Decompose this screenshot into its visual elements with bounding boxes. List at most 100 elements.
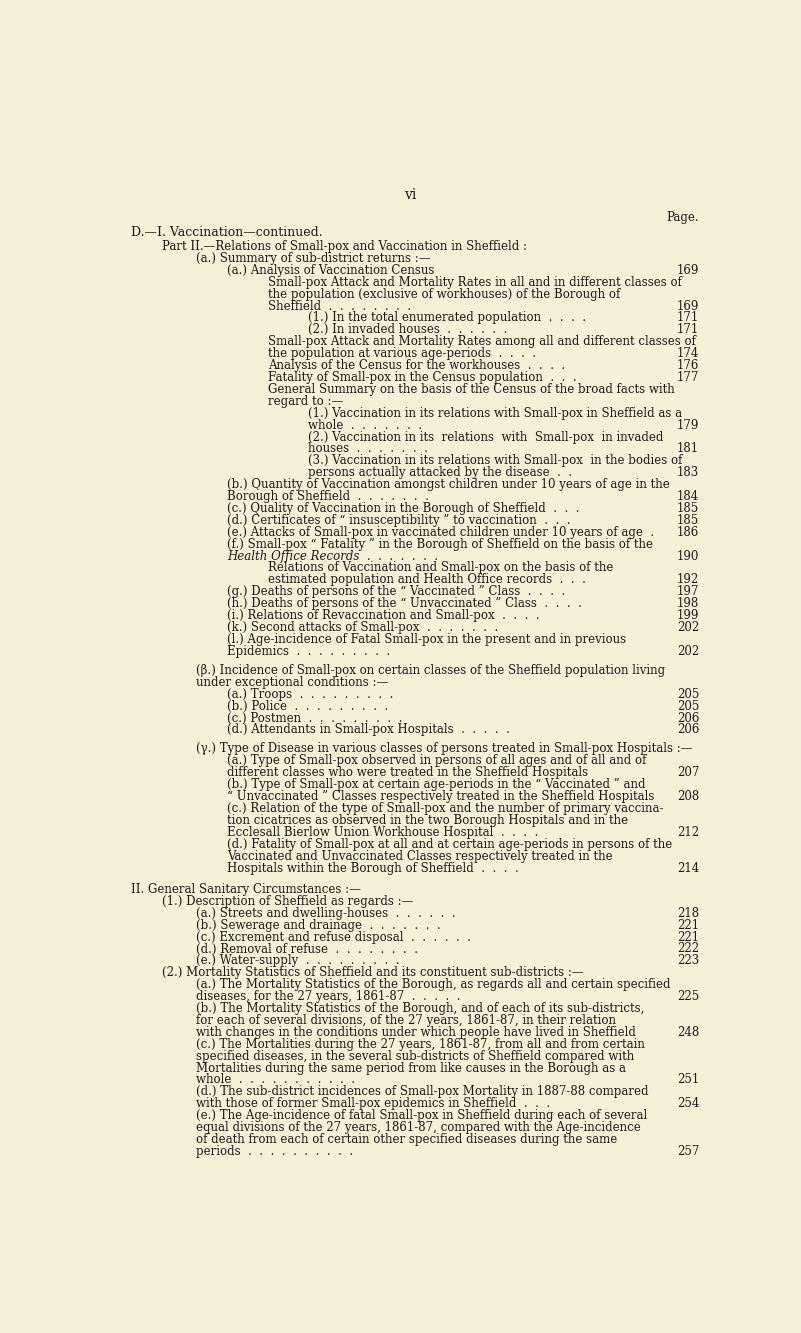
Text: (b.) Type of Small-pox at certain age-periods in the “ Vaccinated ” and: (b.) Type of Small-pox at certain age-pe… [227,778,646,792]
Text: 251: 251 [677,1073,699,1086]
Text: 185: 185 [677,513,699,527]
Text: (i.) Relations of Revaccination and Small-pox  .  .  .  .: (i.) Relations of Revaccination and Smal… [227,609,540,623]
Text: (c.) Quality of Vaccination in the Borough of Sheffield  .  .  .: (c.) Quality of Vaccination in the Borou… [227,503,580,515]
Text: the population (exclusive of workhouses) of the Borough of: the population (exclusive of workhouses)… [268,288,620,301]
Text: equal divisions of the 27 years, 1861-87, compared with the Age-incidence: equal divisions of the 27 years, 1861-87… [196,1121,641,1134]
Text: whole  .  .  .  .  .  .  .  .  .  .  .: whole . . . . . . . . . . . [196,1073,356,1086]
Text: 225: 225 [677,990,699,1004]
Text: 177: 177 [677,371,699,384]
Text: (a.) The Mortality Statistics of the Borough, as regards all and certain specifi: (a.) The Mortality Statistics of the Bor… [196,978,671,992]
Text: Borough of Sheffield  .  .  .  .  .  .  .: Borough of Sheffield . . . . . . . [227,491,429,503]
Text: Relations of Vaccination and Small-pox on the basis of the: Relations of Vaccination and Small-pox o… [268,561,613,575]
Text: (1.) Description of Sheffield as regards :—: (1.) Description of Sheffield as regards… [162,894,413,908]
Text: 202: 202 [677,645,699,659]
Text: Vaccinated and Unvaccinated Classes respectively treated in the: Vaccinated and Unvaccinated Classes resp… [227,849,613,862]
Text: (e.) Attacks of Small-pox in vaccinated children under 10 years of age  .: (e.) Attacks of Small-pox in vaccinated … [227,525,654,539]
Text: (f.) Small-pox “ Fatality ” in the Borough of Sheffield on the basis of the: (f.) Small-pox “ Fatality ” in the Borou… [227,537,654,551]
Text: Page.: Page. [666,212,699,224]
Text: (β.) Incidence of Small-pox on certain classes of the Sheffield population livin: (β.) Incidence of Small-pox on certain c… [196,664,666,677]
Text: estimated population and Health Office records  .  .  .: estimated population and Health Office r… [268,573,586,587]
Text: regard to :—: regard to :— [268,395,343,408]
Text: (1.) In the total enumerated population  .  .  .  .: (1.) In the total enumerated population … [308,312,586,324]
Text: (b.) Police  .  .  .  .  .  .  .  .  .: (b.) Police . . . . . . . . . [227,700,388,713]
Text: 221: 221 [677,918,699,932]
Text: D.—I. Vaccination—continued.: D.—I. Vaccination—continued. [131,225,323,239]
Text: with changes in the conditions under which people have lived in Sheffield: with changes in the conditions under whi… [196,1026,636,1038]
Text: (γ.) Type of Disease in various classes of persons treated in Small-pox Hospital: (γ.) Type of Disease in various classes … [196,742,693,756]
Text: (3.) Vaccination in its relations with Small-pox  in the bodies of: (3.) Vaccination in its relations with S… [308,455,682,468]
Text: 184: 184 [677,491,699,503]
Text: 257: 257 [677,1145,699,1158]
Text: Ecclesall Bierlow Union Workhouse Hospital  .  .  .  .: Ecclesall Bierlow Union Workhouse Hospit… [227,826,539,838]
Text: 197: 197 [677,585,699,599]
Text: 199: 199 [677,609,699,623]
Text: 179: 179 [677,419,699,432]
Text: (g.) Deaths of persons of the “ Vaccinated ” Class  .  .  .  .: (g.) Deaths of persons of the “ Vaccinat… [227,585,566,599]
Text: 181: 181 [677,443,699,456]
Text: (c.) Relation of the type of Small-pox and the number of primary vaccina-: (c.) Relation of the type of Small-pox a… [227,802,664,814]
Text: periods  .  .  .  .  .  .  .  .  .  .: periods . . . . . . . . . . [196,1145,353,1158]
Text: (e.) The Age-incidence of fatal Small-pox in Sheffield during each of several: (e.) The Age-incidence of fatal Small-po… [196,1109,647,1122]
Text: 171: 171 [677,324,699,336]
Text: 205: 205 [677,700,699,713]
Text: (h.) Deaths of persons of the “ Unvaccinated ” Class  .  .  .  .: (h.) Deaths of persons of the “ Unvaccin… [227,597,582,611]
Text: houses  .  .  .  .  .  .  .: houses . . . . . . . [308,443,428,456]
Text: 176: 176 [677,359,699,372]
Text: specified diseases, in the several sub-districts of Sheffield compared with: specified diseases, in the several sub-d… [196,1049,634,1062]
Text: (b.) The Mortality Statistics of the Borough, and of each of its sub-districts,: (b.) The Mortality Statistics of the Bor… [196,1002,645,1014]
Text: 190: 190 [677,549,699,563]
Text: 206: 206 [677,712,699,725]
Text: 214: 214 [677,861,699,874]
Text: (c.) The Mortalities during the 27 years, 1861-87, from all and from certain: (c.) The Mortalities during the 27 years… [196,1038,646,1050]
Text: persons actually attacked by the disease  .  .: persons actually attacked by the disease… [308,467,572,480]
Text: II. General Sanitary Circumstances :—: II. General Sanitary Circumstances :— [131,882,361,896]
Text: 218: 218 [677,906,699,920]
Text: of death from each of certain other specified diseases during the same: of death from each of certain other spec… [196,1133,618,1146]
Text: (l.) Age-incidence of Fatal Small-pox in the present and in previous: (l.) Age-incidence of Fatal Small-pox in… [227,633,626,647]
Text: (2.) Mortality Statistics of Sheffield and its constituent sub-districts :—: (2.) Mortality Statistics of Sheffield a… [162,966,584,980]
Text: tion cicatrices as observed in the two Borough Hospitals and in the: tion cicatrices as observed in the two B… [227,814,629,826]
Text: General Summary on the basis of the Census of the broad facts with: General Summary on the basis of the Cens… [268,383,674,396]
Text: 183: 183 [677,467,699,480]
Text: Mortalities during the same period from like causes in the Borough as a: Mortalities during the same period from … [196,1061,626,1074]
Text: 185: 185 [677,503,699,515]
Text: 223: 223 [677,954,699,968]
Text: Fatality of Small-pox in the Census population  .  .  .: Fatality of Small-pox in the Census popu… [268,371,577,384]
Text: the population at various age-periods  .  .  .  .: the population at various age-periods . … [268,347,536,360]
Text: 207: 207 [677,766,699,780]
Text: (e.) Water-supply  .  .  .  .  .  .  .  .  .: (e.) Water-supply . . . . . . . . . [196,954,400,968]
Text: 221: 221 [677,930,699,944]
Text: Health Office Records  .  .  .  .  .  .  .: Health Office Records . . . . . . . [227,549,438,563]
Text: Part II.—Relations of Small-pox and Vaccination in Sheffield :: Part II.—Relations of Small-pox and Vacc… [162,240,527,253]
Text: 169: 169 [677,300,699,312]
Text: (d.) Certificates of “ insusceptibility ” to vaccination  .  .  .: (d.) Certificates of “ insusceptibility … [227,513,571,527]
Text: 186: 186 [677,525,699,539]
Text: diseases, for the 27 years, 1861-87  .  .  .  .  .: diseases, for the 27 years, 1861-87 . . … [196,990,461,1004]
Text: (c.) Postmen  .  .  .  .  .  .  .  .  .: (c.) Postmen . . . . . . . . . [227,712,403,725]
Text: 198: 198 [677,597,699,611]
Text: (a.) Troops  .  .  .  .  .  .  .  .  .: (a.) Troops . . . . . . . . . [227,688,394,701]
Text: for each of several divisions, of the 27 years, 1861-87, in their relation: for each of several divisions, of the 27… [196,1014,616,1026]
Text: (2.) In invaded houses  .  .  .  .  .  .: (2.) In invaded houses . . . . . . [308,324,508,336]
Text: 248: 248 [677,1026,699,1038]
Text: (a.) Streets and dwelling-houses  .  .  .  .  .  .: (a.) Streets and dwelling-houses . . . .… [196,906,456,920]
Text: 192: 192 [677,573,699,587]
Text: 212: 212 [677,826,699,838]
Text: 202: 202 [677,621,699,635]
Text: 222: 222 [677,942,699,956]
Text: (a.) Summary of sub-district returns :—: (a.) Summary of sub-district returns :— [196,252,431,265]
Text: 205: 205 [677,688,699,701]
Text: (d.) The sub-district incidences of Small-pox Mortality in 1887-88 compared: (d.) The sub-district incidences of Smal… [196,1085,649,1098]
Text: 171: 171 [677,312,699,324]
Text: (d.) Removal of refuse  .  .  .  .  .  .  .  .: (d.) Removal of refuse . . . . . . . . [196,942,418,956]
Text: whole  .  .  .  .  .  .  .: whole . . . . . . . [308,419,422,432]
Text: (a.) Analysis of Vaccination Census: (a.) Analysis of Vaccination Census [227,264,435,277]
Text: Epidemics  .  .  .  .  .  .  .  .  .: Epidemics . . . . . . . . . [227,645,391,659]
Text: Analysis of the Census for the workhouses  .  .  .  .: Analysis of the Census for the workhouse… [268,359,565,372]
Text: (1.) Vaccination in its relations with Small-pox in Sheffield as a: (1.) Vaccination in its relations with S… [308,407,682,420]
Text: Small-pox Attack and Mortality Rates in all and in different classes of: Small-pox Attack and Mortality Rates in … [268,276,682,289]
Text: 254: 254 [677,1097,699,1110]
Text: (a.) Type of Small-pox observed in persons of all ages and of all and of: (a.) Type of Small-pox observed in perso… [227,754,646,768]
Text: (d.) Fatality of Small-pox at all and at certain age-periods in persons of the: (d.) Fatality of Small-pox at all and at… [227,837,673,850]
Text: 169: 169 [677,264,699,277]
